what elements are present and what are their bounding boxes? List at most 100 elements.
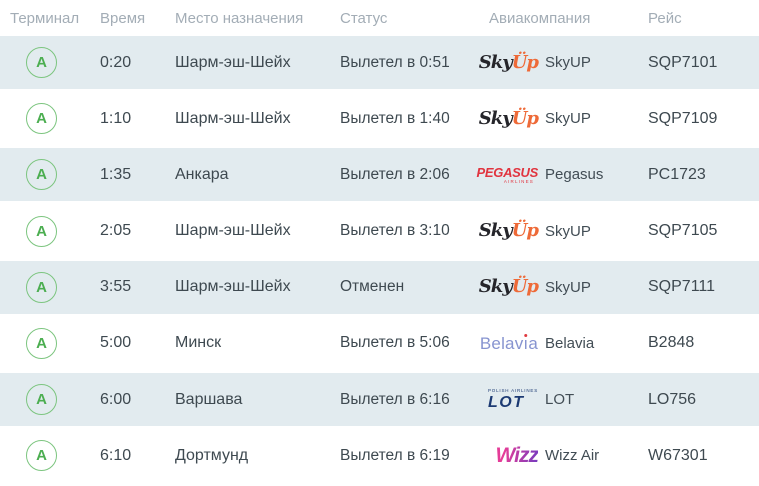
airline-logo-box: Belavı a [478, 333, 538, 353]
airline-name: SkyUP [545, 110, 591, 128]
flight-status: Вылетел в 3:10 [340, 222, 450, 240]
flight-number: SQP7105 [648, 222, 718, 240]
airline-cell: SkyÜp SkyUP [478, 51, 648, 73]
skyup-logo-script-dark: Sky [478, 276, 513, 298]
destination: Анкара [175, 165, 229, 183]
airline-logo-box: PEGASUS AIRLINES [476, 164, 539, 185]
flight-row: A 3:55 Шарм-эш-Шейх Отменен SkyÜp SkyUP SQP711… [0, 260, 759, 314]
departure-time: 2:05 [100, 222, 132, 240]
airline-name: SkyUP [545, 54, 591, 71]
column-header-terminal: Терминал [10, 9, 80, 27]
column-header-destination: Место назначения [175, 9, 304, 27]
skyup-logo-script-orange: Üp [511, 51, 539, 73]
belavia-logo-red-dot [524, 333, 528, 338]
terminal-badge: A [26, 103, 57, 135]
terminal-badge: A [26, 159, 57, 191]
airline-name: SkyUP [545, 222, 591, 240]
terminal-badge: A [26, 47, 57, 78]
skyup-logo-script-dark: Sky [478, 220, 513, 242]
flight-row: A 6:00 Варшава Вылетел в 6:16 POLISH AIRLINE… [0, 373, 759, 427]
departure-time: 3:55 [100, 278, 132, 296]
wizz-logo: Wizz [495, 444, 539, 468]
flight-status: Вылетел в 2:06 [340, 165, 450, 183]
column-header-airline: Авиакомпания [489, 9, 591, 27]
terminal-badge: A [26, 271, 57, 303]
flight-row: A 6:10 Дортмунд Вылетел в 6:19 Wizz Wizz Air W… [0, 429, 759, 483]
departure-time: 1:35 [100, 165, 132, 183]
terminal-cell: A [0, 47, 90, 78]
airline-name: SkyUP [545, 278, 591, 296]
flight-rows: A 0:20 Шарм-эш-Шейх Вылетел в 0:51 SkyÜp SkyU… [0, 36, 759, 483]
departure-time: 0:20 [100, 53, 132, 71]
terminal-cell: A [0, 384, 90, 416]
flight-status: Вылетел в 6:16 [340, 390, 450, 408]
skyup-logo: SkyÜp [479, 51, 539, 73]
departure-time: 6:10 [100, 446, 132, 464]
terminal-cell: A [0, 103, 90, 135]
flight-number: LO756 [648, 390, 697, 408]
airline-logo-box: SkyÜp [478, 51, 539, 73]
airline-cell: SkyÜp SkyUP [478, 107, 648, 129]
airline-name: Belavia [545, 334, 595, 352]
flight-number: SQP7101 [648, 53, 718, 71]
table-header-row: Терминал Время Место назначения Статус А… [0, 0, 759, 36]
destination: Шарм-эш-Шейх [175, 53, 291, 71]
skyup-logo: SkyÜp [478, 107, 539, 129]
airline-name: Pegasus [545, 166, 604, 184]
airline-name: LOT [545, 391, 575, 409]
airline-cell: SkyÜp SkyUP [478, 278, 648, 296]
flight-number: SQP7109 [648, 109, 718, 127]
column-header-time: Время [100, 9, 146, 27]
column-header-status: Статус [340, 9, 388, 27]
airline-name: Wizz Air [545, 447, 600, 465]
terminal-cell: A [0, 440, 90, 472]
airline-logo-box: POLISH AIRLINES LOT [478, 388, 538, 411]
flight-row: A 1:10 Шарм-эш-Шейх Вылетел в 1:40 SkyÜp SkyU… [0, 92, 759, 146]
terminal-badge: A [26, 384, 57, 416]
terminal-badge: A [26, 440, 57, 472]
skyup-logo-script-orange: Üp [511, 220, 539, 242]
airline-cell: POLISH AIRLINES LOT LOT [478, 388, 648, 411]
lot-logo-main: LOT [487, 393, 525, 411]
flight-status: Вылетел в 6:19 [340, 446, 450, 464]
airline-logo-box: SkyÜp [478, 220, 539, 242]
lot-logo-sub: POLISH AIRLINES [487, 388, 538, 394]
terminal-cell: A [0, 159, 90, 191]
airline-cell: PEGASUS AIRLINES Pegasus [476, 164, 648, 185]
flight-row: A 5:00 Минск Вылетел в 5:06 Belavı a Belavia B2… [0, 316, 759, 370]
lot-logo: POLISH AIRLINES LOT [487, 388, 538, 411]
terminal-cell: A [0, 215, 90, 247]
skyup-logo-script-dark: Sky [478, 107, 513, 129]
airline-cell: Belavı a Belavia [478, 333, 648, 353]
flight-number: SQP7111 [648, 278, 716, 296]
skyup-logo-script-orange: Üp [511, 276, 539, 298]
terminal-cell: A [0, 327, 90, 359]
airline-logo-box: SkyÜp [478, 107, 539, 129]
flight-status: Вылетел в 1:40 [340, 109, 450, 127]
airline-cell: Wizz Wizz Air [478, 445, 648, 466]
destination: Минск [175, 334, 222, 352]
flight-number: PC1723 [648, 165, 706, 183]
flight-row: A 2:05 Шарм-эш-Шейх Вылетел в 3:10 SkyÜp SkyU… [0, 204, 759, 258]
flight-status: Отменен [340, 278, 405, 296]
flight-row: A 1:35 Анкара Вылетел в 2:06 PEGASUS AIRLINES… [0, 148, 759, 202]
destination: Варшава [175, 390, 243, 408]
destination: Шарм-эш-Шейх [175, 222, 291, 240]
terminal-badge: A [26, 215, 57, 247]
flight-number: B2848 [648, 334, 695, 352]
departure-time: 5:00 [100, 334, 132, 352]
flight-status: Вылетел в 0:51 [340, 53, 450, 71]
skyup-logo: SkyÜp [478, 220, 539, 242]
flight-number: W67301 [648, 446, 708, 464]
belavia-logo-i: ı [523, 333, 529, 353]
pegasus-logo: PEGASUS AIRLINES [476, 164, 539, 185]
terminal-cell: A [0, 271, 90, 303]
pegasus-logo-sub: AIRLINES [503, 178, 534, 184]
pegasus-logo-main: PEGASUS [476, 164, 539, 180]
belavia-logo: Belavı a [479, 333, 538, 353]
skyup-logo: SkyÜp [478, 276, 539, 298]
departure-time: 1:10 [100, 109, 132, 127]
departure-time: 6:00 [100, 390, 132, 408]
airline-logo-box: SkyÜp [478, 276, 539, 298]
